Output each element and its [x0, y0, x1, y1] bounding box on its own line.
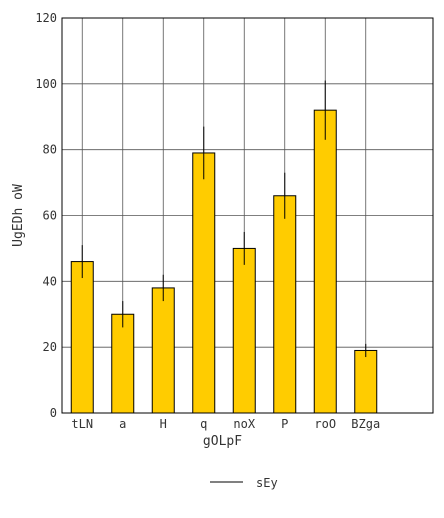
bar-series — [70, 109, 378, 414]
y-tick-label: 40 — [43, 274, 57, 288]
x-tick-label: a — [119, 417, 126, 431]
bar — [151, 287, 175, 414]
y-tick-label: 60 — [43, 209, 57, 223]
x-tick-label: roO — [314, 417, 336, 431]
x-tick-label: H — [160, 417, 167, 431]
error-bars — [81, 80, 367, 358]
bar — [313, 109, 337, 414]
y-tick-label: 80 — [43, 143, 57, 157]
plot-area-frame — [61, 17, 434, 414]
bar — [354, 349, 378, 414]
x-tick-label: q — [200, 417, 207, 431]
bar — [192, 152, 216, 414]
x-tick-label: BZga — [351, 417, 380, 431]
y-axis-ticks: 0 20 40 60 80 100 120 — [35, 11, 57, 420]
y-tick-label: 20 — [43, 340, 57, 354]
y-tick-label: 120 — [35, 11, 57, 25]
bar — [70, 261, 94, 414]
y-tick-label: 0 — [50, 406, 57, 420]
x-axis-label: gOLpF — [203, 434, 242, 449]
bar — [232, 247, 256, 414]
x-tick-label: noX — [233, 417, 255, 431]
x-tick-label: tLN — [71, 417, 93, 431]
legend: sEy — [210, 476, 278, 490]
legend-label: sEy — [256, 476, 278, 490]
bar — [111, 313, 135, 414]
x-tick-label: P — [281, 417, 288, 431]
y-axis-label: UgEDh oW — [11, 184, 26, 247]
y-tick-label: 100 — [35, 77, 57, 91]
bar — [273, 195, 297, 414]
